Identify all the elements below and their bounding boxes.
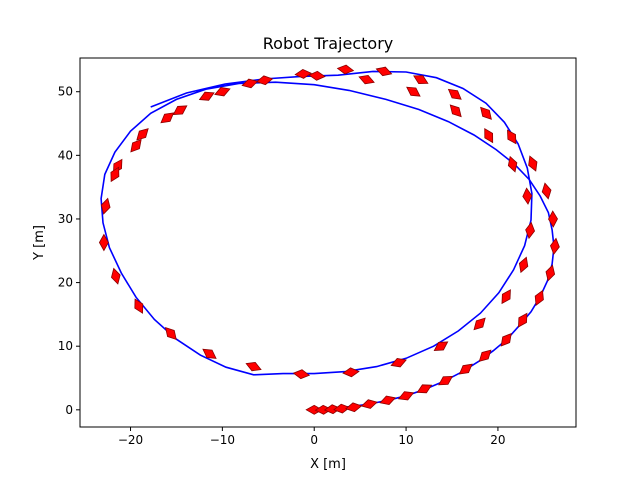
pose-marker	[507, 155, 518, 173]
pose-marker	[323, 404, 342, 415]
pose-marker	[333, 403, 351, 414]
pose-marker	[397, 391, 415, 401]
pose-marker	[336, 64, 355, 75]
pose-marker	[202, 348, 217, 359]
pose-marker	[136, 128, 149, 141]
pose-marker	[314, 404, 333, 415]
pose-marker	[292, 369, 311, 380]
pose-marker	[294, 68, 312, 79]
y-tick-label: 50	[58, 85, 73, 99]
pose-marker	[345, 402, 363, 413]
y-tick-label: 10	[58, 339, 73, 353]
pose-marker	[541, 182, 552, 200]
pose-marker	[413, 75, 429, 84]
pose-marker	[100, 197, 111, 215]
x-tick-label: 20	[490, 433, 505, 447]
pose-marker	[518, 256, 529, 274]
pose-marker	[480, 106, 492, 120]
pose-marker	[390, 358, 407, 368]
pose-marker	[198, 91, 215, 101]
x-axis-label: X [m]	[310, 457, 346, 472]
x-tick-label: 10	[398, 433, 413, 447]
y-tick-label: 0	[65, 403, 73, 417]
pose-marker	[342, 367, 360, 378]
pose-marker	[98, 233, 109, 252]
pose-marker	[379, 395, 397, 406]
pose-marker	[484, 127, 494, 144]
pose-marker	[522, 187, 533, 205]
pose-marker	[165, 326, 177, 341]
pose-marker	[416, 384, 433, 394]
pose-marker	[110, 166, 120, 183]
pose-marker	[433, 341, 449, 352]
pose-marker	[406, 86, 421, 97]
y-tick-label: 30	[58, 212, 73, 226]
pose-marker	[130, 139, 142, 153]
pose-marker	[308, 70, 326, 81]
pose-marker	[447, 88, 462, 100]
pose-marker	[534, 289, 544, 306]
pose-marker	[507, 129, 517, 145]
pose-marker	[473, 317, 486, 331]
pose-marker	[160, 112, 175, 124]
pose-marker	[525, 221, 536, 240]
y-axis-label: Y [m]	[32, 225, 47, 261]
pose-marker	[501, 289, 511, 305]
pose-marker	[548, 210, 558, 228]
pose-marker	[111, 267, 121, 285]
pose-marker	[305, 404, 324, 415]
pose-marker	[375, 66, 393, 77]
pose-marker	[360, 399, 378, 409]
y-tick-label: 20	[58, 276, 73, 290]
plot-frame	[79, 57, 577, 428]
y-axis-ticks: 0 10 20 30 40 50	[58, 85, 80, 417]
pose-marker	[458, 363, 473, 375]
x-tick-label: −20	[118, 433, 143, 447]
x-axis-ticks: −20 −10 0 10 20	[118, 427, 506, 447]
y-tick-label: 40	[58, 148, 73, 162]
chart-title: Robot Trajectory	[263, 34, 394, 53]
pose-marker	[549, 237, 560, 256]
pose-marker	[449, 104, 462, 118]
pose-marker	[255, 75, 274, 86]
pose-marker	[500, 332, 512, 347]
pose-marker	[518, 312, 528, 328]
pose-marker	[438, 375, 454, 386]
x-tick-label: 0	[310, 433, 318, 447]
pose-marker	[358, 74, 375, 85]
pose-marker	[134, 298, 144, 314]
pose-marker	[214, 87, 231, 97]
pose-marker	[545, 264, 556, 282]
pose-marker	[241, 78, 259, 89]
plot-area	[98, 64, 560, 415]
pose-marker	[478, 349, 492, 362]
pose-marker	[245, 362, 262, 372]
pose-markers	[98, 64, 560, 415]
pose-marker	[172, 105, 188, 116]
pose-marker	[528, 155, 538, 172]
x-tick-label: −10	[210, 433, 235, 447]
